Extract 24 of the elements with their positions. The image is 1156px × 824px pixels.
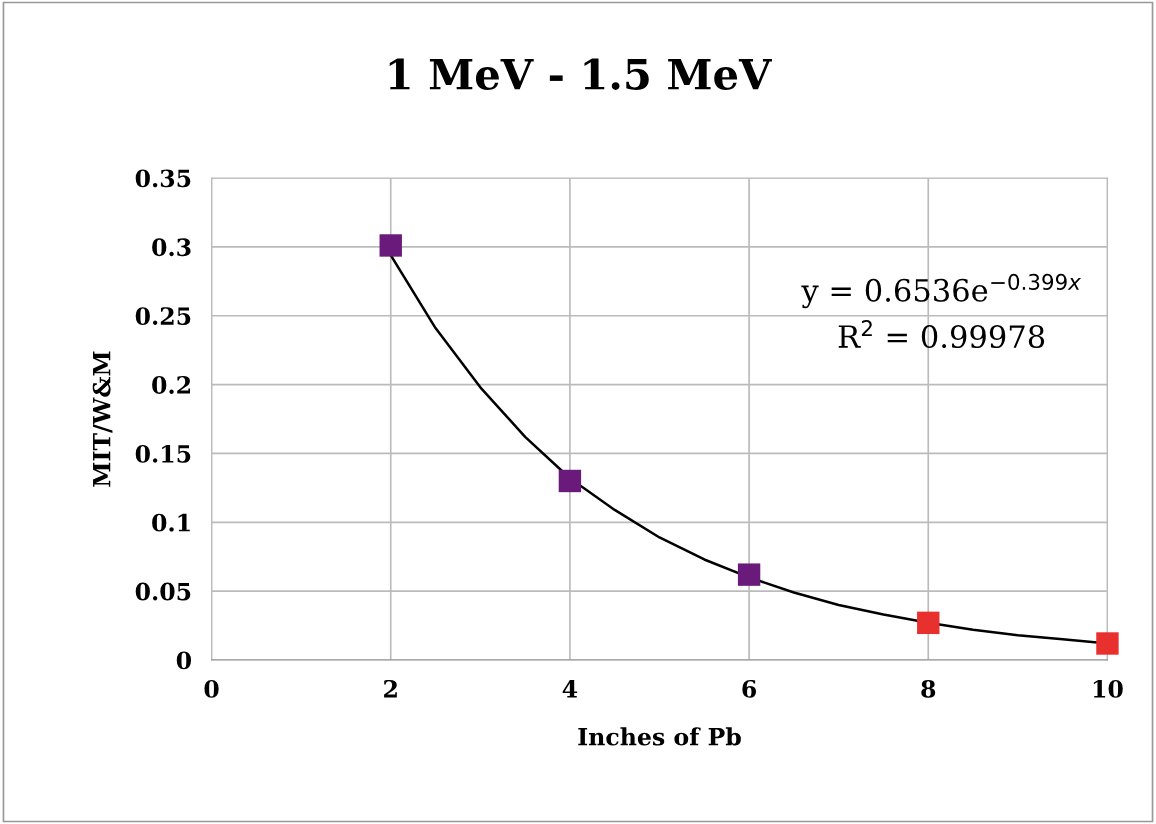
x-axis-title: Inches of Pb xyxy=(578,727,741,746)
y-tick-label: 0.15 xyxy=(135,444,191,463)
annotation: y = 0.6536e$^{−0.399x}$ xyxy=(801,273,1082,309)
annotation: R$^{2}$ = 0.99978 xyxy=(838,320,1045,349)
y-tick-label: 0.1 xyxy=(152,513,190,532)
x-tick-label: 4 xyxy=(562,679,578,698)
y-tick-label: 0.35 xyxy=(135,169,191,188)
y-tick-label: 0.05 xyxy=(135,582,191,601)
y-tick-label: 0.2 xyxy=(152,376,190,394)
chart-title: 1 MeV - 1.5 MeV xyxy=(389,58,772,90)
y-tick-label: 0.25 xyxy=(135,307,191,326)
x-tick-label: 6 xyxy=(742,679,757,698)
x-tick-label: 10 xyxy=(1093,679,1123,698)
y-tick-label: 0 xyxy=(176,651,191,670)
point xyxy=(558,469,582,493)
point xyxy=(1096,632,1119,655)
y-axis-title: MIT/W&M xyxy=(92,351,113,487)
y-tick-label: 0.3 xyxy=(152,238,191,257)
point xyxy=(917,611,940,635)
x-tick-label: 0 xyxy=(204,679,219,698)
point xyxy=(379,234,402,257)
x-tick-label: 2 xyxy=(384,679,397,698)
point xyxy=(737,563,761,586)
x-tick-label: 8 xyxy=(921,679,936,698)
